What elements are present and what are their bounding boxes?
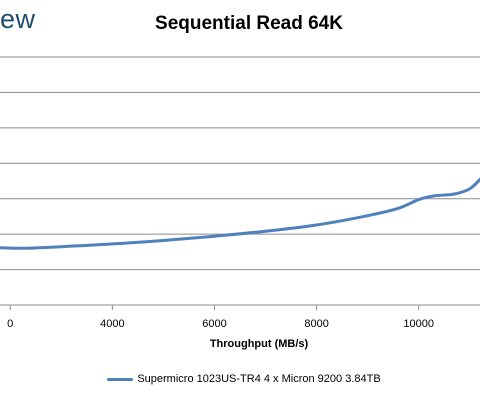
brand-logo-fragment: ew [0, 4, 36, 34]
legend: Supermicro 1023US-TR4 4 x Micron 9200 3.… [0, 373, 480, 385]
gridlines [0, 56, 480, 271]
x-tick-label: 0 [7, 318, 13, 330]
x-tick-labels: 0 4000 6000 8000 10000 [7, 318, 434, 330]
x-axis [0, 304, 480, 310]
x-tick-label: 4000 [100, 318, 124, 330]
legend-label: Supermicro 1023US-TR4 4 x Micron 9200 3.… [137, 373, 381, 385]
legend-swatch [107, 377, 134, 381]
x-tick-label: 6000 [202, 318, 226, 330]
x-tick-label: 10000 [403, 318, 434, 330]
series-line [0, 177, 480, 250]
chart-title: Sequential Read 64K [155, 13, 343, 34]
x-axis-title: Throughput (MB/s) [209, 338, 309, 350]
x-tick-label: 8000 [304, 318, 328, 330]
series-lines [0, 177, 480, 250]
